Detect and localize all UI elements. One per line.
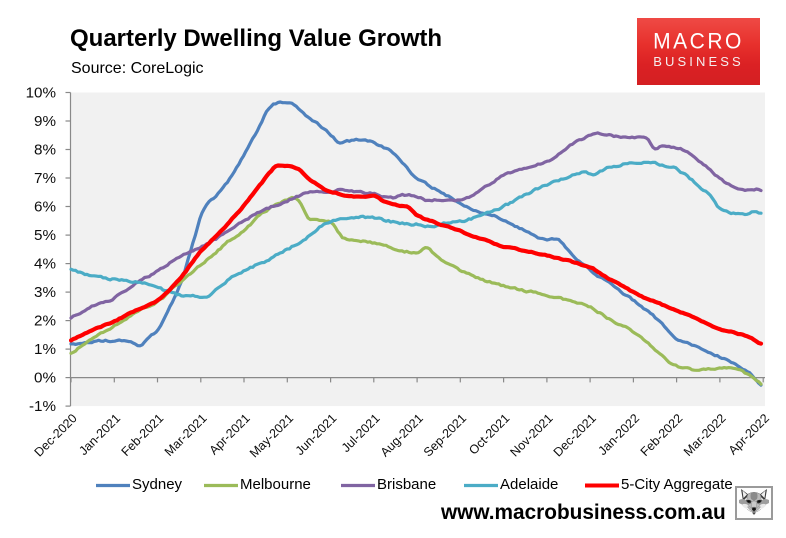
svg-text:2%: 2% xyxy=(34,313,56,330)
svg-text:8%: 8% xyxy=(34,142,56,159)
svg-text:Nov-2021: Nov-2021 xyxy=(507,411,555,459)
svg-text:5%: 5% xyxy=(34,227,56,244)
svg-text:Melbourne: Melbourne xyxy=(240,476,311,493)
svg-text:Jan-2022: Jan-2022 xyxy=(595,411,642,458)
svg-text:Feb-2022: Feb-2022 xyxy=(638,411,686,459)
svg-text:Sep-2021: Sep-2021 xyxy=(421,411,469,459)
svg-text:Mar-2022: Mar-2022 xyxy=(681,411,729,459)
svg-text:Adelaide: Adelaide xyxy=(500,476,558,493)
svg-text:Jan-2021: Jan-2021 xyxy=(76,411,123,458)
svg-text:Aug-2021: Aug-2021 xyxy=(378,411,426,459)
svg-text:9%: 9% xyxy=(34,113,56,130)
svg-text:5-City Aggregate: 5-City Aggregate xyxy=(621,476,733,493)
svg-text:Dec-2020: Dec-2020 xyxy=(32,411,80,459)
svg-text:1%: 1% xyxy=(34,341,56,358)
svg-text:Jun-2021: Jun-2021 xyxy=(293,411,340,458)
svg-text:Jul-2021: Jul-2021 xyxy=(339,411,383,455)
svg-text:3%: 3% xyxy=(34,284,56,301)
svg-text:Mar-2021: Mar-2021 xyxy=(162,411,210,459)
svg-text:6%: 6% xyxy=(34,199,56,216)
svg-text:Sydney: Sydney xyxy=(132,476,183,493)
svg-text:Dec-2021: Dec-2021 xyxy=(551,411,599,459)
svg-text:Feb-2021: Feb-2021 xyxy=(119,411,167,459)
svg-text:4%: 4% xyxy=(34,256,56,273)
svg-text:10%: 10% xyxy=(26,85,56,102)
svg-text:Brisbane: Brisbane xyxy=(377,476,436,493)
svg-text:-1%: -1% xyxy=(29,398,56,415)
svg-text:7%: 7% xyxy=(34,170,56,187)
svg-text:Oct-2021: Oct-2021 xyxy=(466,411,512,457)
svg-text:0%: 0% xyxy=(34,370,56,387)
svg-text:Apr-2022: Apr-2022 xyxy=(726,411,772,457)
svg-text:May-2021: May-2021 xyxy=(247,411,296,460)
